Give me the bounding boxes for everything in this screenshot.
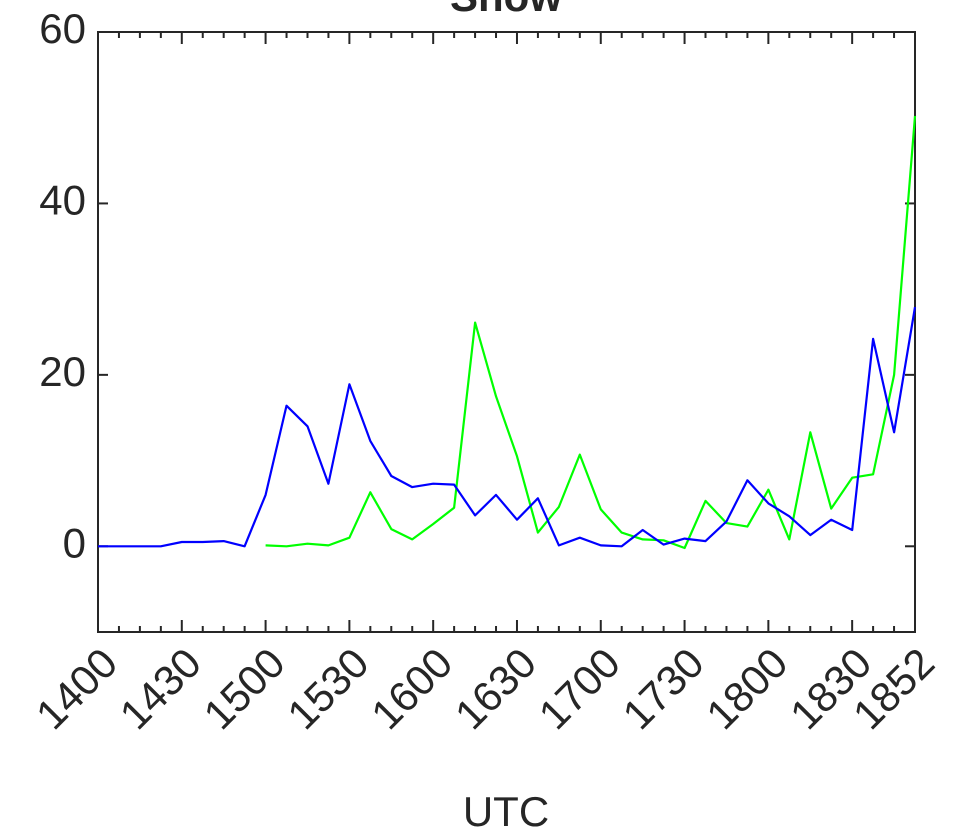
x-tick-label: 1800 (697, 639, 796, 738)
x-tick-label: 1630 (446, 639, 545, 738)
x-tick-label: 1430 (111, 639, 210, 738)
x-tick-label: 1500 (194, 639, 293, 738)
x-axis-label: UTC (463, 788, 549, 835)
axes-frame (97, 31, 916, 633)
series-line (265, 115, 917, 550)
y-tick-label: 60 (39, 5, 86, 52)
x-tick-label: 1700 (530, 639, 629, 738)
y-tick-label: 0 (63, 519, 86, 566)
x-tick-label: 1400 (27, 639, 126, 738)
chart-title: Snow (450, 0, 562, 20)
series-line (98, 306, 917, 548)
x-tick-label: 1730 (613, 639, 712, 738)
y-tick-label: 40 (39, 177, 86, 224)
x-tick-label: 1600 (362, 639, 461, 738)
y-tick-label: 20 (39, 348, 86, 395)
x-tick-label: 1530 (278, 639, 377, 738)
